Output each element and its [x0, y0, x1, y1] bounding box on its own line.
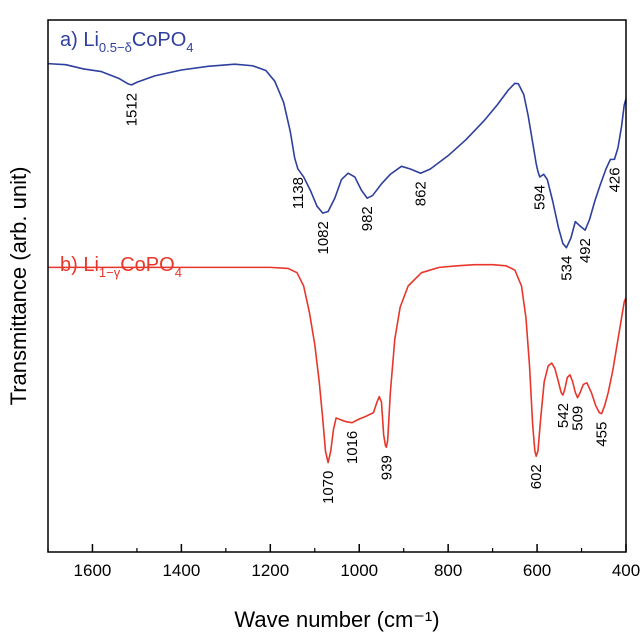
- x-axis-ticks: [47, 544, 627, 552]
- plot-area: [47, 62, 627, 464]
- x-tick-label: 400: [612, 561, 640, 580]
- peak-label: 1512: [124, 93, 141, 126]
- peak-label: 862: [413, 181, 430, 206]
- series-label-a: a) Li0.5−δCoPO4: [60, 29, 194, 55]
- peak-label: 982: [359, 206, 376, 231]
- peak-label: 1082: [315, 221, 332, 254]
- series-label-b: b) Li1−γCoPO4: [60, 254, 182, 280]
- peak-label: 1016: [344, 431, 361, 464]
- peak-label: 542: [555, 403, 572, 428]
- peak-label: 939: [378, 455, 395, 480]
- peak-label: 1070: [320, 471, 337, 504]
- x-tick-label: 1400: [162, 561, 200, 580]
- peak-label: 426: [606, 167, 623, 192]
- x-axis-title: Wave number (cm⁻¹): [234, 607, 439, 632]
- y-axis-title: Transmittance (arb. unit): [6, 167, 31, 406]
- peak-label: 534: [558, 256, 575, 281]
- peak-label: 455: [594, 422, 611, 447]
- x-tick-label: 1000: [340, 561, 378, 580]
- x-tick-label: 800: [434, 561, 462, 580]
- peak-label: 1138: [290, 177, 307, 209]
- peak-label: 509: [570, 406, 587, 431]
- axes-frame: [47, 19, 627, 553]
- peak-label: 492: [577, 238, 594, 263]
- x-tick-label: 1600: [74, 561, 112, 580]
- x-tick-label: 600: [523, 561, 551, 580]
- x-axis-tick-labels: 1600 1400 1200 1000 800 600 400: [74, 561, 641, 580]
- peak-label: 602: [528, 464, 545, 489]
- series-line-b: [48, 263, 627, 464]
- peak-label: 594: [532, 185, 549, 210]
- series-labels: a) Li0.5−δCoPO4 b) Li1−γCoPO4: [60, 29, 194, 280]
- x-tick-label: 1200: [251, 561, 289, 580]
- series-line-a: [47, 62, 627, 249]
